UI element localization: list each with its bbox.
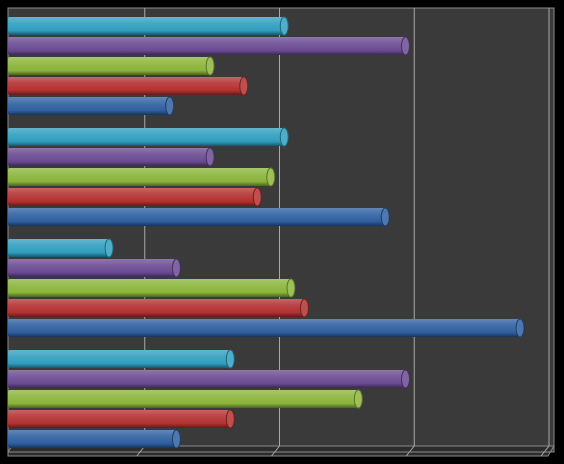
bar-1-3 — [8, 56, 215, 76]
gridline-floor-3 — [405, 445, 415, 457]
bar-3-2 — [8, 298, 309, 318]
gridline-floor-4 — [540, 445, 550, 457]
bar-4-5 — [8, 349, 235, 369]
bar-2-4 — [8, 147, 215, 167]
bar-2-5 — [8, 127, 289, 147]
bar-2-2 — [8, 187, 262, 207]
bar-4-2 — [8, 409, 235, 429]
bar-1-5 — [8, 16, 289, 36]
bar-3-3 — [8, 278, 296, 298]
bar-4-1 — [8, 429, 181, 449]
plot-border — [7, 7, 555, 453]
bar-1-1 — [8, 96, 175, 116]
bar-1-4 — [8, 36, 411, 56]
gridline-floor-2 — [271, 445, 280, 457]
bar-3-4 — [8, 258, 181, 278]
bar-1-2 — [8, 76, 249, 96]
bar-2-1 — [8, 207, 390, 227]
bar-4-3 — [8, 389, 363, 409]
bar-3-5 — [8, 238, 114, 258]
bar-2-3 — [8, 167, 276, 187]
bar-4-4 — [8, 369, 411, 389]
bar-3-1 — [8, 318, 525, 338]
